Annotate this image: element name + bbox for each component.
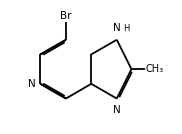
Text: H: H bbox=[123, 24, 130, 33]
Text: N: N bbox=[28, 79, 36, 89]
Text: Br: Br bbox=[60, 11, 72, 21]
Text: N: N bbox=[113, 105, 121, 115]
Text: N: N bbox=[113, 23, 121, 33]
Text: CH₃: CH₃ bbox=[145, 64, 163, 74]
